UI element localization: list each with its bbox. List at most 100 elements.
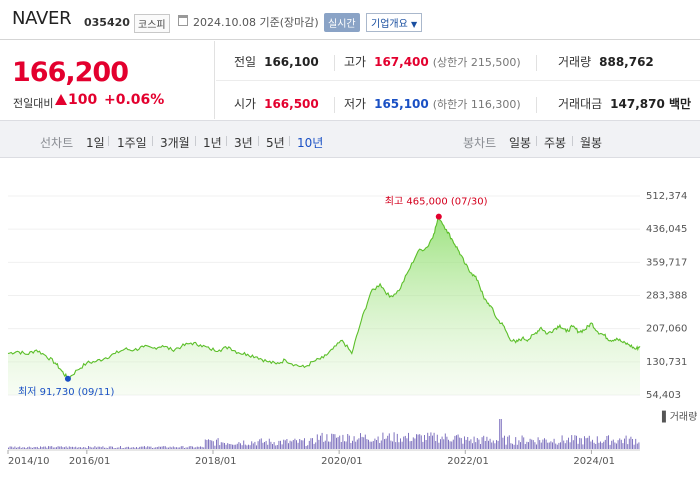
volume-bar [456, 435, 457, 449]
volume-bar [164, 446, 166, 449]
volume-bar [558, 442, 560, 449]
volume-bar [438, 442, 440, 449]
volume-bar [489, 438, 491, 449]
volume-bar [273, 442, 275, 449]
volume-bar [225, 444, 227, 449]
volume-bar [35, 447, 37, 449]
volume-bar [385, 438, 387, 449]
volume-bar [443, 439, 445, 449]
volume-bar [300, 440, 302, 449]
volume-bar [268, 438, 270, 449]
volume-bar [374, 438, 376, 449]
volume-bar [236, 443, 238, 449]
stat-low: 저가 165,100 (하한가 116,300) [344, 85, 521, 124]
volume-bar [193, 447, 195, 449]
volume-bar [219, 445, 221, 449]
tab-1w[interactable]: 1주일 [117, 136, 147, 150]
volume-legend: ▌거래량 [661, 410, 697, 423]
stat-label: 저가 [344, 97, 367, 111]
volume-bar [323, 441, 325, 449]
tab-1y[interactable]: 1년 [203, 136, 222, 150]
volume-bar [96, 447, 97, 449]
volume-bar [451, 441, 453, 449]
x-tick-label: 2024/01 [573, 456, 615, 467]
x-tick-label: 2020/01 [321, 456, 363, 467]
volume-bar [350, 443, 352, 449]
volume-bar [398, 442, 400, 449]
volume-bar [579, 437, 581, 449]
volume-bar [251, 441, 253, 449]
volume-bar [556, 444, 558, 449]
tab-3m[interactable]: 3개월 [160, 136, 190, 150]
volume-bar [536, 444, 537, 449]
volume-bar [361, 436, 363, 449]
stat-sub: (하한가 116,300) [432, 98, 521, 111]
price-chart[interactable]: 512,374 436,045 359,717 283,388 207,060 130,7… [0, 159, 700, 480]
volume-bar [131, 447, 133, 449]
volume-bar [364, 434, 366, 449]
volume-bar [342, 434, 344, 449]
stat-value: 166,500 [264, 97, 319, 111]
volume-bar [635, 438, 637, 449]
volume-bar [382, 432, 384, 449]
volume-bar [200, 446, 201, 449]
volume-bar [401, 441, 403, 449]
tab-1d[interactable]: 1일 [86, 136, 105, 150]
volume-bar [97, 446, 99, 449]
tab-monthly[interactable]: 월봉 [580, 136, 603, 150]
volume-bar [329, 441, 331, 449]
volume-bar [388, 433, 390, 449]
volume-bar [515, 437, 517, 449]
volume-bar [128, 446, 129, 449]
volume-bar [244, 444, 246, 449]
volume-bar [278, 440, 280, 449]
volume-bar [507, 436, 509, 449]
volume-bar [115, 448, 117, 449]
volume-bar [561, 435, 563, 449]
volume-bar [241, 445, 243, 449]
volume-bar [152, 448, 153, 449]
separator [289, 136, 290, 146]
tab-daily[interactable]: 일봉 [509, 136, 532, 150]
volume-bar [481, 437, 483, 449]
volume-bar [264, 442, 265, 449]
volume-bar [188, 446, 190, 449]
volume-bar [484, 441, 486, 449]
volume-bar [254, 441, 256, 449]
volume-bar [611, 440, 613, 449]
price-summary: 166,200 전일대비 100 +0.06% [0, 41, 215, 119]
volume-bar [500, 419, 502, 449]
stat-turnover: 거래대금 147,870 백만 [558, 85, 691, 124]
tab-weekly[interactable]: 주봉 [544, 136, 567, 150]
volume-bar [547, 442, 549, 449]
volume-bar [312, 438, 313, 449]
volume-bar [603, 441, 605, 449]
prev-label: 전일대비 [13, 97, 54, 110]
company-info-dropdown[interactable]: 기업개요 ▼ [366, 13, 423, 32]
volume-bar [184, 448, 185, 449]
volume-bar [532, 440, 534, 449]
volume-bar [417, 434, 419, 449]
volume-bar [22, 447, 24, 449]
tab-5y[interactable]: 5년 [266, 136, 285, 150]
volume-bar [52, 447, 54, 449]
volume-bar [81, 447, 83, 449]
realtime-button[interactable]: 실시간 [324, 13, 360, 32]
volume-bar [68, 446, 70, 449]
tab-10y[interactable]: 10년 [297, 136, 324, 150]
volume-bar [550, 441, 552, 449]
volume-bar [257, 441, 259, 449]
volume-bar [182, 446, 184, 449]
volume-bar [169, 446, 171, 449]
volume-bar [129, 447, 131, 449]
chevron-down-icon: ▼ [411, 20, 418, 29]
volume-bar [235, 444, 237, 449]
volume-bar [46, 447, 48, 449]
volume-bar [460, 438, 462, 449]
volume-bar [120, 446, 121, 449]
volume-bar [233, 444, 235, 449]
volume-bar [376, 440, 377, 449]
volume-bar [284, 440, 286, 449]
tab-3y[interactable]: 3년 [234, 136, 253, 150]
volume-bar [366, 439, 368, 449]
